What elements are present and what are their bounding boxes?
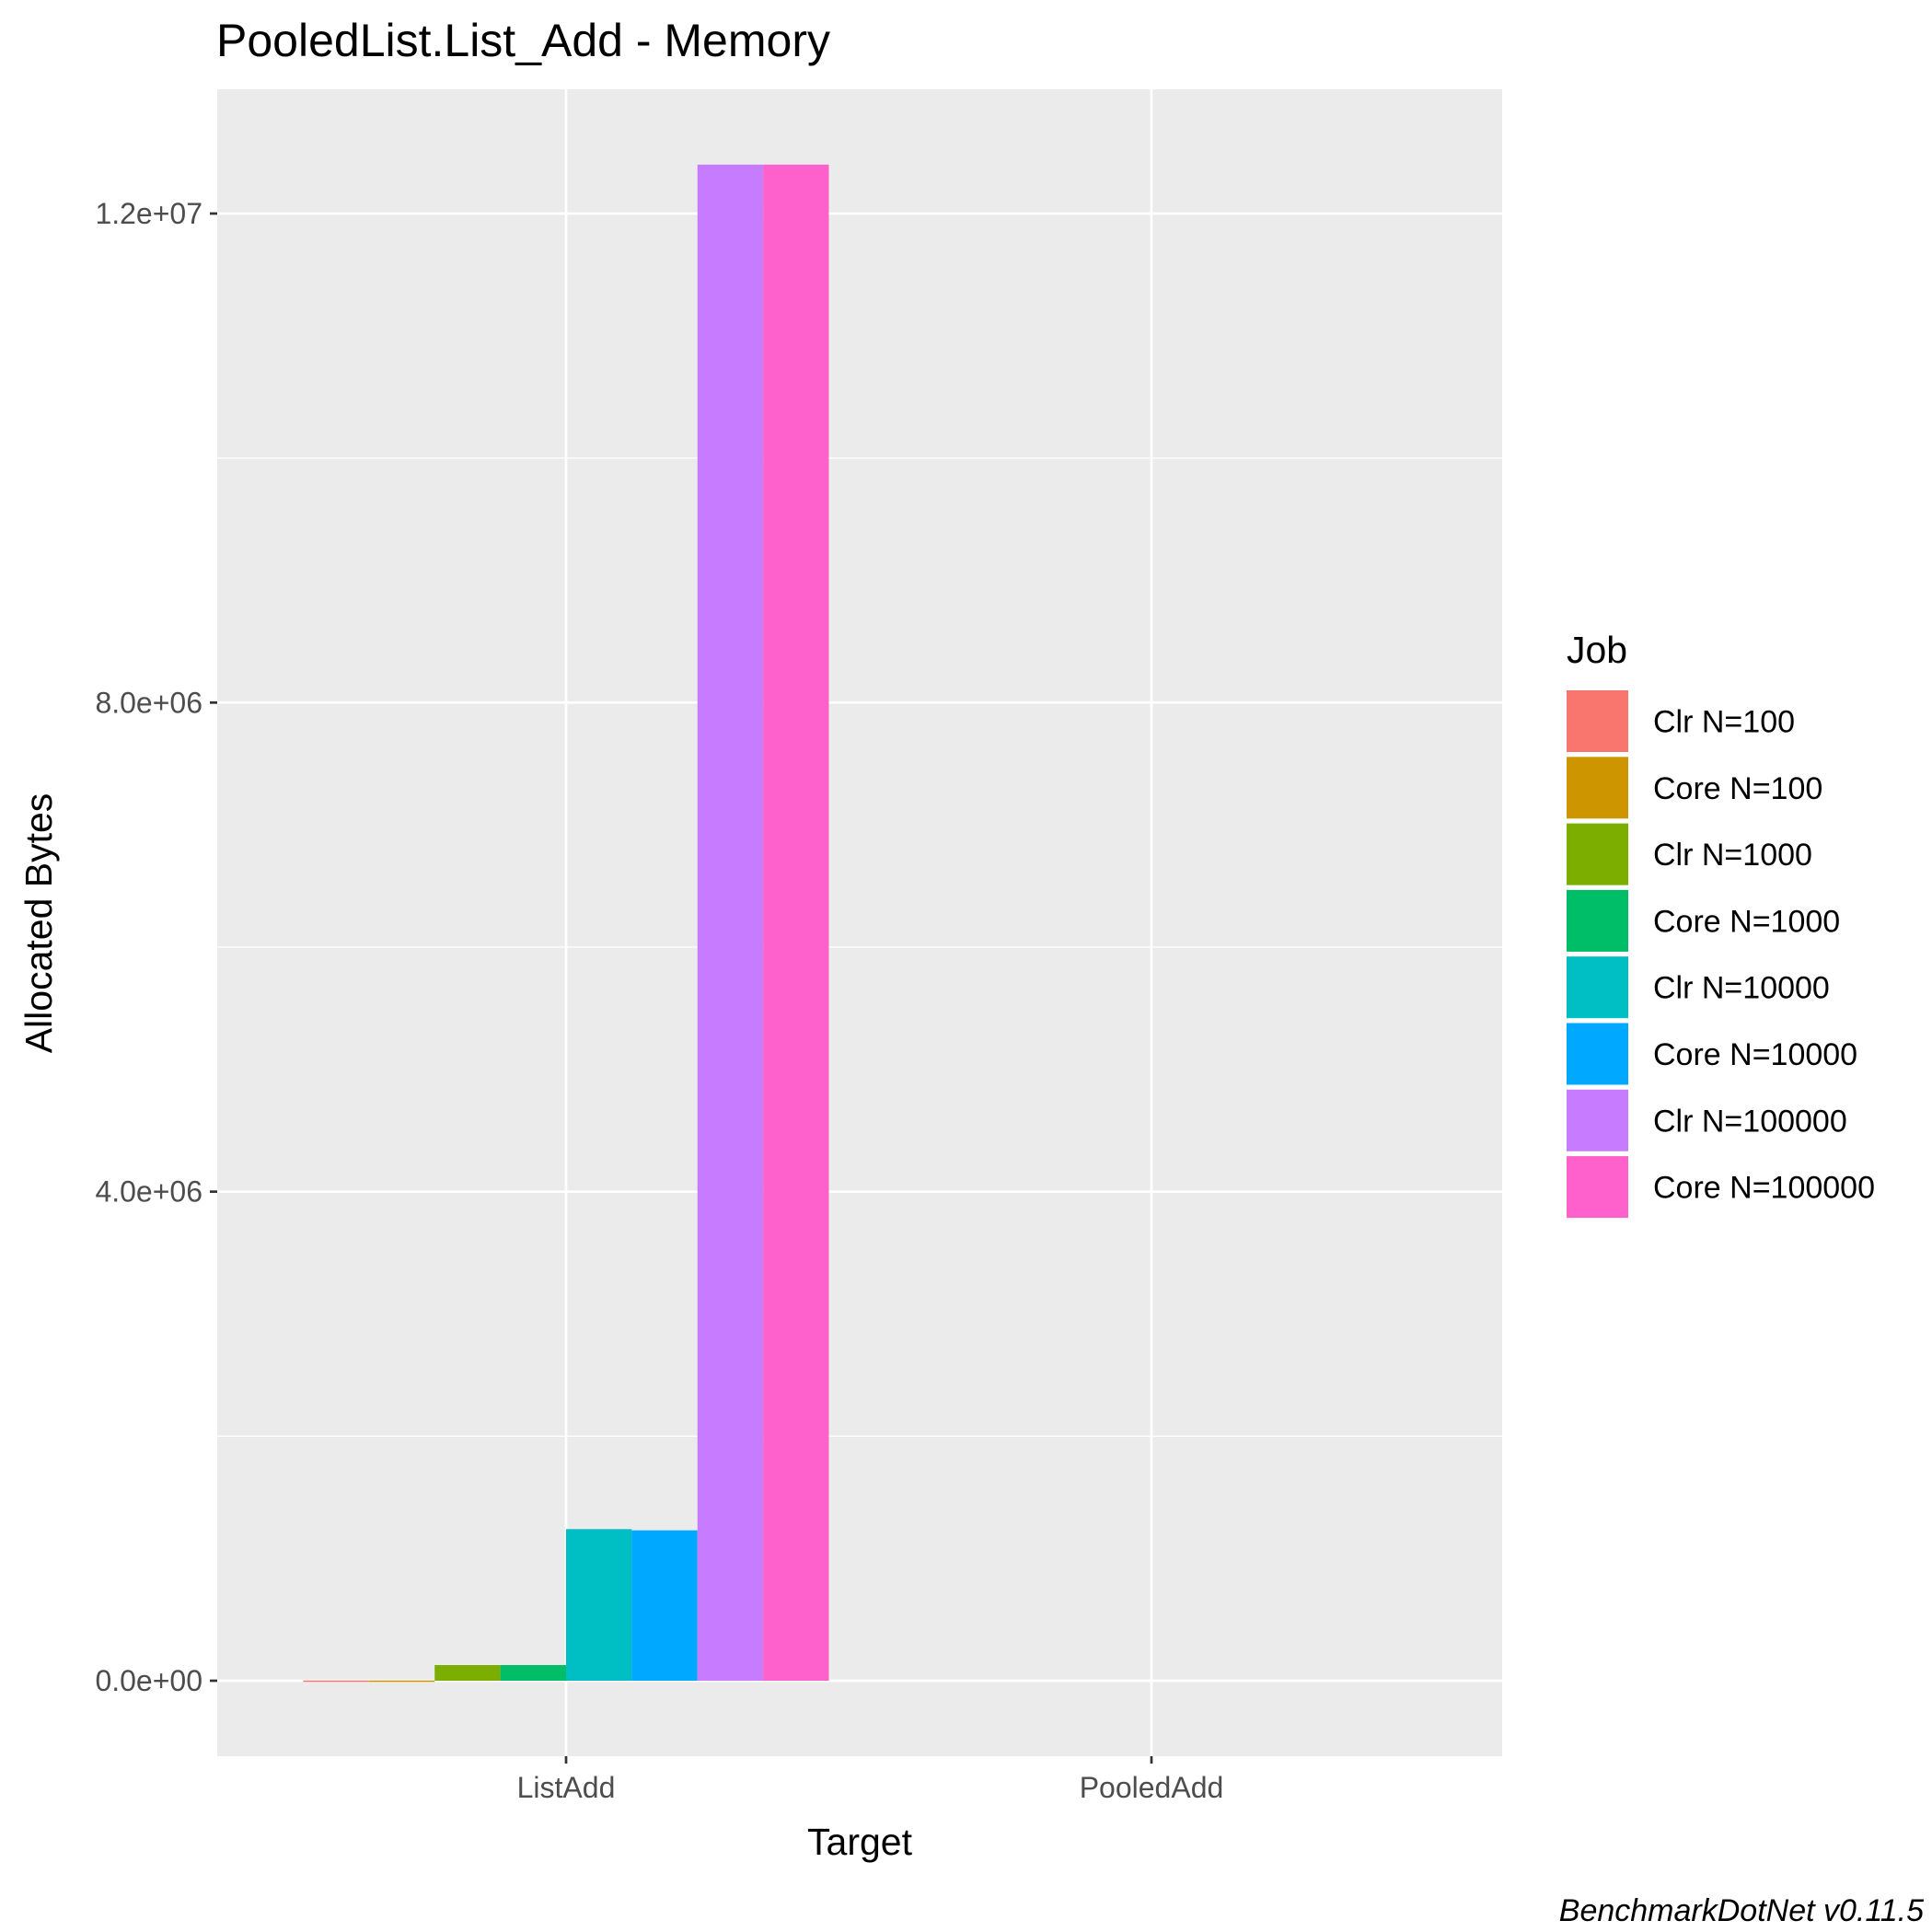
y-tick-label: 4.0e+06	[95, 1175, 202, 1209]
bar	[303, 1680, 369, 1683]
bar	[566, 1529, 632, 1681]
legend-label: Clr N=1000	[1653, 838, 1812, 873]
legend-title: Job	[1567, 629, 1627, 671]
plot-panel	[217, 89, 1502, 1756]
legend-label: Core N=10000	[1653, 1037, 1857, 1072]
legend-key	[1567, 956, 1628, 1019]
y-tick-label: 1.2e+07	[95, 197, 202, 230]
x-tick-label: ListAdd	[517, 1771, 616, 1804]
chart-title: PooledList.List_Add - Memory	[216, 15, 830, 66]
x-axis: ListAdd PooledAdd	[517, 1756, 1224, 1804]
legend-key	[1567, 757, 1628, 819]
bar	[500, 1664, 566, 1681]
legend-key	[1567, 1156, 1628, 1219]
legend-key	[1567, 690, 1628, 752]
legend-key	[1567, 1089, 1628, 1151]
bar	[434, 1664, 501, 1681]
legend-label: Clr N=100000	[1653, 1104, 1847, 1139]
legend-label: Clr N=100	[1653, 705, 1795, 740]
bar	[631, 1530, 698, 1681]
legend-key	[1567, 1023, 1628, 1085]
legend-key	[1567, 823, 1628, 885]
bars	[303, 164, 829, 1683]
y-axis: 0.0e+00 4.0e+06 8.0e+06 1.2e+07	[95, 197, 217, 1697]
bar	[368, 1680, 435, 1683]
y-tick-label: 0.0e+00	[95, 1664, 202, 1697]
legend-label: Core N=100000	[1653, 1171, 1875, 1206]
y-tick-label: 8.0e+06	[95, 686, 202, 719]
minor-gridlines	[217, 457, 1502, 1437]
legend-label: Core N=1000	[1653, 904, 1840, 939]
caption: BenchmarkDotNet v0.11.5	[1559, 1893, 1924, 1928]
legend-label: Clr N=10000	[1653, 971, 1830, 1006]
bar	[763, 164, 829, 1681]
x-axis-title: Target	[807, 1821, 913, 1863]
bar	[697, 164, 764, 1681]
x-tick-label: PooledAdd	[1080, 1771, 1224, 1804]
legend: Job Clr N=100 Core N=100 Clr N=1000 Core N=…	[1567, 629, 1875, 1219]
y-axis-title: Allocated Bytes	[17, 793, 60, 1054]
legend-label: Core N=100	[1653, 771, 1822, 806]
legend-key	[1567, 889, 1628, 952]
